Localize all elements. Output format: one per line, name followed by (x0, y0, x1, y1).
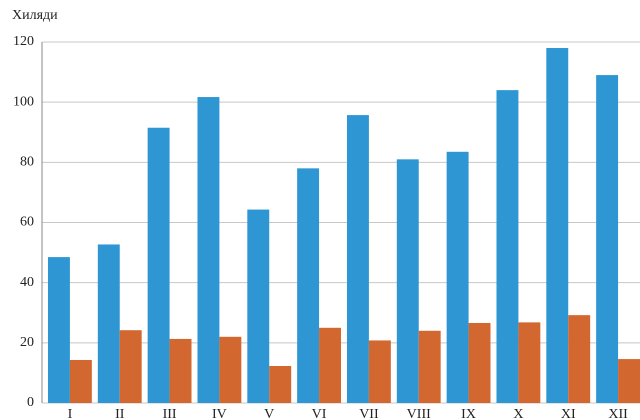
x-tick-label: I (68, 407, 73, 420)
y-tick-label: 20 (20, 335, 34, 350)
x-tick-label: VIII (407, 407, 431, 420)
bar (618, 359, 640, 403)
x-tick-label: V (264, 407, 274, 420)
bar (546, 48, 569, 404)
y-tick-label: 40 (20, 275, 34, 290)
y-axis-label: Хиляди (12, 8, 58, 23)
bar (297, 168, 320, 403)
bar (418, 330, 441, 403)
bar (446, 151, 469, 403)
y-tick-label: 80 (20, 155, 34, 170)
x-tick-label: XI (561, 407, 576, 420)
bar (197, 97, 220, 404)
bar (119, 330, 142, 403)
bar (346, 115, 369, 403)
bar (596, 75, 619, 403)
bar (368, 340, 391, 403)
x-tick-label: II (115, 407, 125, 420)
x-tick-label: IV (212, 407, 227, 420)
bar (496, 90, 519, 403)
y-tick-label: 100 (13, 94, 34, 109)
x-tick-label: IX (461, 407, 476, 420)
bar (169, 338, 192, 403)
bar (396, 159, 419, 403)
bar (319, 327, 341, 403)
y-tick-label: 120 (13, 34, 34, 49)
bar (518, 322, 541, 403)
bar (219, 336, 242, 403)
bar (97, 244, 120, 403)
bar (468, 322, 491, 403)
x-tick-label: VI (312, 407, 327, 420)
bar (47, 257, 70, 403)
bar (69, 359, 92, 403)
y-tick-label: 0 (27, 395, 34, 410)
x-tick-label: III (163, 407, 177, 420)
x-tick-label: VII (359, 407, 379, 420)
bar (247, 209, 270, 403)
y-tick-label: 60 (20, 215, 34, 230)
x-tick-label: XII (608, 407, 628, 420)
bar (147, 127, 170, 404)
x-tick-label: X (513, 407, 523, 420)
bar (269, 365, 292, 403)
bar (568, 315, 591, 403)
